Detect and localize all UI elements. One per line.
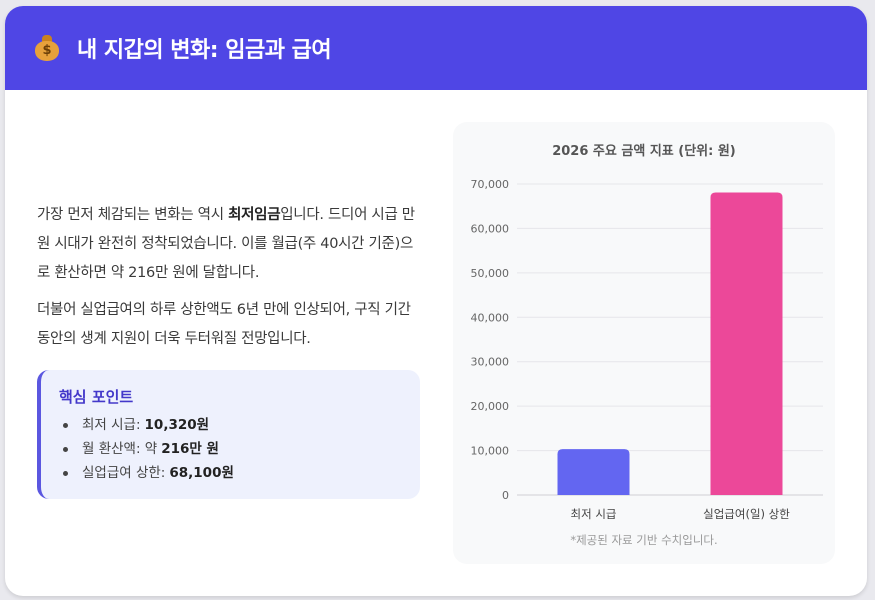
- bar: [710, 192, 783, 495]
- key-point-item: 월 환산액: 약 216만 원: [59, 437, 402, 461]
- y-tick-label: 30,000: [471, 356, 510, 369]
- bar: [557, 449, 630, 495]
- paragraph-1-text-a: 가장 먼저 체감되는 변화는 역시: [37, 207, 229, 223]
- key-point-value: 216만 원: [161, 441, 219, 457]
- y-tick-label: 10,000: [471, 445, 510, 458]
- money-bag-icon: $: [33, 34, 61, 62]
- header-bar: $ 내 지갑의 변화: 임금과 급여: [5, 6, 867, 90]
- chart-panel: 2026 주요 금액 지표 (단위: 원) 0 10,000 20,000 30,00…: [453, 122, 835, 564]
- bullet-icon: [63, 422, 68, 428]
- paragraph-minimum-wage: 가장 먼저 체감되는 변화는 역시 최저임금입니다. 드디어 시급 만 원 시대…: [37, 201, 421, 288]
- text-section: 가장 먼저 체감되는 변화는 역시 최저임금입니다. 드디어 시급 만 원 시대…: [37, 201, 421, 499]
- key-point-item: 최저 시급: 10,320원: [59, 413, 402, 437]
- key-points-title: 핵심 포인트: [59, 388, 134, 406]
- paragraph-1-text-b: 입니다. 드디어 시급 만 원 시대가 완전히 정착되었습니다. 이를 월급(주…: [37, 207, 415, 281]
- y-tick-label: 70,000: [471, 178, 510, 191]
- key-point-label: 실업급여 상한:: [82, 465, 166, 481]
- bar-chart: 0 10,000 20,000 30,000 40,000 50,000 60,000 70,…: [471, 178, 823, 521]
- key-point-label: 최저 시급:: [82, 417, 141, 433]
- main-card: $ 내 지갑의 변화: 임금과 급여 가장 먼저 체감되는 변화는 역시 최저임…: [5, 6, 867, 596]
- key-point-item: 실업급여 상한: 68,100원: [59, 461, 402, 485]
- key-point-value: 10,320원: [144, 417, 210, 433]
- y-tick-label: 40,000: [471, 311, 510, 324]
- bullet-icon: [63, 470, 68, 476]
- chart-note: *제공된 자료 기반 수치입니다.: [570, 533, 718, 547]
- chart-title: 2026 주요 금액 지표 (단위: 원): [552, 144, 736, 159]
- paragraph-1-bold: 최저임금: [228, 207, 281, 223]
- page-title: 내 지갑의 변화: 임금과 급여: [77, 38, 332, 63]
- x-tick-label: 최저 시급: [571, 507, 617, 521]
- y-tick-label: 50,000: [471, 267, 510, 280]
- y-tick-label: 20,000: [471, 400, 510, 413]
- y-tick-label: 60,000: [471, 222, 510, 235]
- key-points-list: 최저 시급: 10,320원 월 환산액: 약 216만 원 실업급여 상한: …: [59, 413, 402, 485]
- key-point-value: 68,100원: [169, 465, 234, 481]
- bullet-icon: [63, 446, 68, 452]
- x-tick-label: 실업급여(일) 상한: [703, 507, 790, 521]
- y-tick-label: 0: [502, 489, 509, 502]
- key-point-label: 월 환산액: 약: [82, 441, 158, 457]
- key-points-box: 핵심 포인트 최저 시급: 10,320원 월 환산액: 약 216만 원 실업…: [37, 370, 420, 499]
- paragraph-unemployment: 더불어 실업급여의 하루 상한액도 6년 만에 인상되어, 구직 기간 동안의 …: [37, 302, 411, 347]
